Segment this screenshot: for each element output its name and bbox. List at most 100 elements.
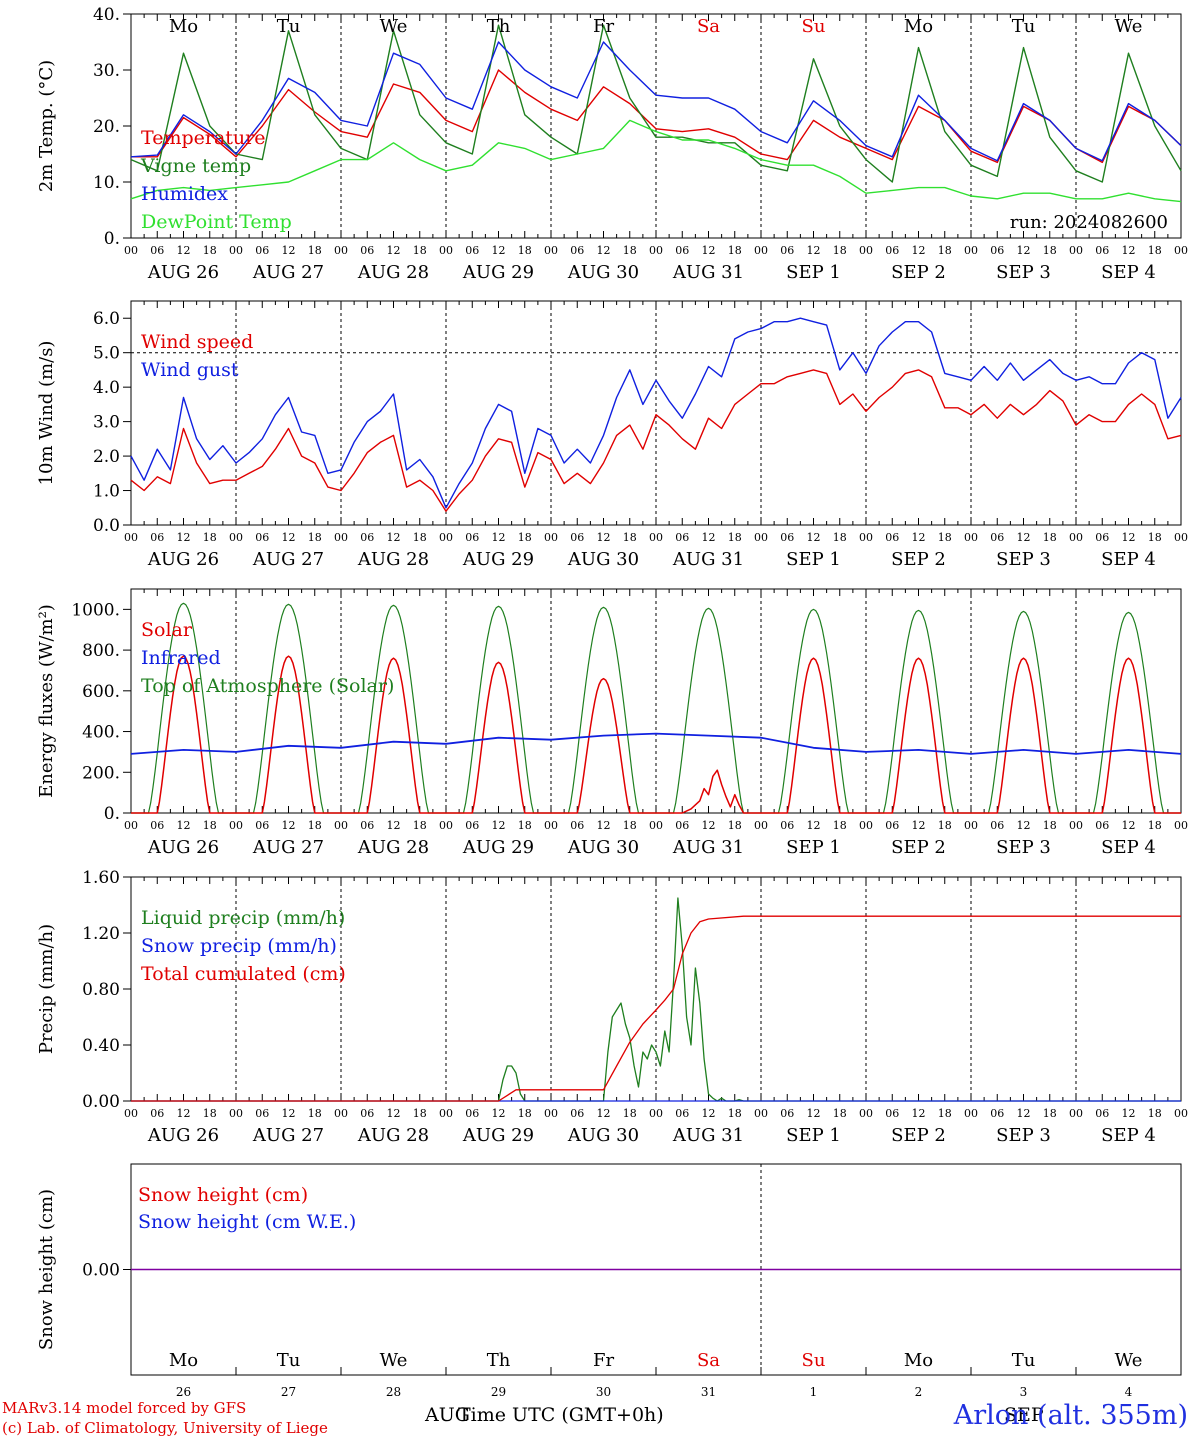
date-label: SEP 3 [996, 1125, 1051, 1146]
hour-label: 06 [990, 244, 1004, 257]
hour-label: 06 [675, 531, 689, 544]
hour-label: 06 [885, 531, 899, 544]
hour-label: 06 [150, 531, 164, 544]
hour-label: 00 [544, 531, 558, 544]
hour-label: 06 [465, 819, 479, 832]
hour-label: 06 [780, 531, 794, 544]
hour-label: 18 [308, 819, 322, 832]
date-label: AUG 28 [357, 1125, 429, 1146]
hour-label: 12 [282, 1107, 296, 1120]
hour-label: 12 [807, 244, 821, 257]
solar-line [1076, 657, 1181, 814]
hour-label: 06 [570, 244, 584, 257]
date-label: AUG 31 [672, 1125, 744, 1146]
hour-label: 06 [570, 1107, 584, 1120]
hour-label: 18 [203, 819, 217, 832]
hour-label: 12 [702, 819, 716, 832]
weekday-label: Th [487, 1350, 511, 1371]
legend-entry: Snow height (cm) [138, 1184, 308, 1206]
weekday-label: Mo [169, 16, 198, 37]
plot-frame [130, 300, 1182, 526]
weekday-label: Tu [1012, 16, 1036, 37]
weekday-label: Mo [904, 16, 933, 37]
hour-label: 12 [387, 244, 401, 257]
weekday-label: We [380, 1350, 408, 1371]
toa-solar-line [761, 608, 866, 814]
day-number: 31 [701, 1385, 716, 1399]
hour-label: 18 [1043, 531, 1057, 544]
hour-label: 00 [124, 819, 138, 832]
hour-label: 00 [964, 1107, 978, 1120]
hour-label: 12 [177, 244, 191, 257]
solar-line [656, 769, 761, 814]
hour-label: 18 [518, 819, 532, 832]
y-tick-label: 20. [93, 117, 120, 137]
legend-entry: Liquid precip (mm/h) [141, 907, 345, 929]
hour-label: 18 [938, 531, 952, 544]
hour-label: 18 [938, 1107, 952, 1120]
y-axis-label: Energy fluxes (W/m²) [36, 604, 57, 798]
weekday-label: Th [487, 16, 511, 37]
hour-label: 12 [702, 531, 716, 544]
weekday-label: Tu [277, 1350, 301, 1371]
hour-label: 18 [308, 531, 322, 544]
hour-label: 18 [1148, 244, 1162, 257]
hour-label: 06 [990, 1107, 1004, 1120]
hour-label: 12 [492, 531, 506, 544]
hour-label: 06 [1095, 531, 1109, 544]
date-label: AUG 31 [672, 549, 744, 570]
date-label: SEP 1 [786, 549, 841, 570]
y-axis-label: Precip (mm/h) [36, 924, 57, 1054]
toa-solar-line [1076, 611, 1181, 814]
hour-label: 00 [859, 1107, 873, 1120]
date-label: AUG 26 [147, 262, 219, 283]
weekday-label: Tu [1012, 1350, 1036, 1371]
hour-label: 00 [334, 819, 348, 832]
legend-entry: Total cumulated (cm) [141, 963, 346, 985]
y-tick-label: 1.60 [82, 868, 120, 888]
solar-line [866, 657, 971, 814]
weekday-label: Mo [169, 1350, 198, 1371]
y-tick-label: 0.0 [93, 516, 120, 536]
legend-entry: DewPoint Temp [141, 211, 292, 233]
hour-label: 12 [597, 244, 611, 257]
hour-label: 18 [623, 819, 637, 832]
weekday-label: We [1115, 1350, 1143, 1371]
day-number: 27 [281, 1385, 296, 1399]
hour-label: 18 [833, 819, 847, 832]
date-label: AUG 30 [567, 837, 639, 858]
date-label: AUG 26 [147, 837, 219, 858]
hour-label: 00 [1069, 531, 1083, 544]
hour-label: 00 [1069, 244, 1083, 257]
x-axis-title: Time UTC (GMT+0h) [458, 1404, 664, 1426]
legend-entry: Infrared [141, 647, 221, 669]
hour-label: 00 [649, 1107, 663, 1120]
hour-label: 18 [623, 1107, 637, 1120]
legend-entry: Top of Atmosphere (Solar) [141, 675, 394, 697]
hour-label: 12 [282, 244, 296, 257]
date-label: AUG 29 [462, 549, 534, 570]
hour-label: 12 [807, 1107, 821, 1120]
hour-label: 00 [649, 531, 663, 544]
series-line [130, 369, 1182, 512]
hour-label: 06 [780, 244, 794, 257]
hour-label: 00 [649, 819, 663, 832]
day-number: 4 [1125, 1385, 1133, 1399]
weekday-label: Mo [904, 1350, 933, 1371]
hour-label: 18 [518, 1107, 532, 1120]
date-label: SEP 4 [1101, 262, 1156, 283]
hour-label: 18 [833, 1107, 847, 1120]
date-label: AUG 27 [252, 262, 324, 283]
solar-line [761, 657, 866, 814]
hour-label: 00 [124, 1107, 138, 1120]
y-tick-label: 10. [93, 173, 120, 193]
date-label: AUG 27 [252, 1125, 324, 1146]
date-label: SEP 1 [786, 262, 841, 283]
hour-label: 18 [728, 244, 742, 257]
stray-sep-label: SEP [1004, 1404, 1044, 1426]
hour-label: 00 [964, 819, 978, 832]
date-label: AUG 28 [357, 837, 429, 858]
hour-label: 00 [334, 244, 348, 257]
series-line [130, 119, 1182, 203]
hour-label: 00 [439, 531, 453, 544]
